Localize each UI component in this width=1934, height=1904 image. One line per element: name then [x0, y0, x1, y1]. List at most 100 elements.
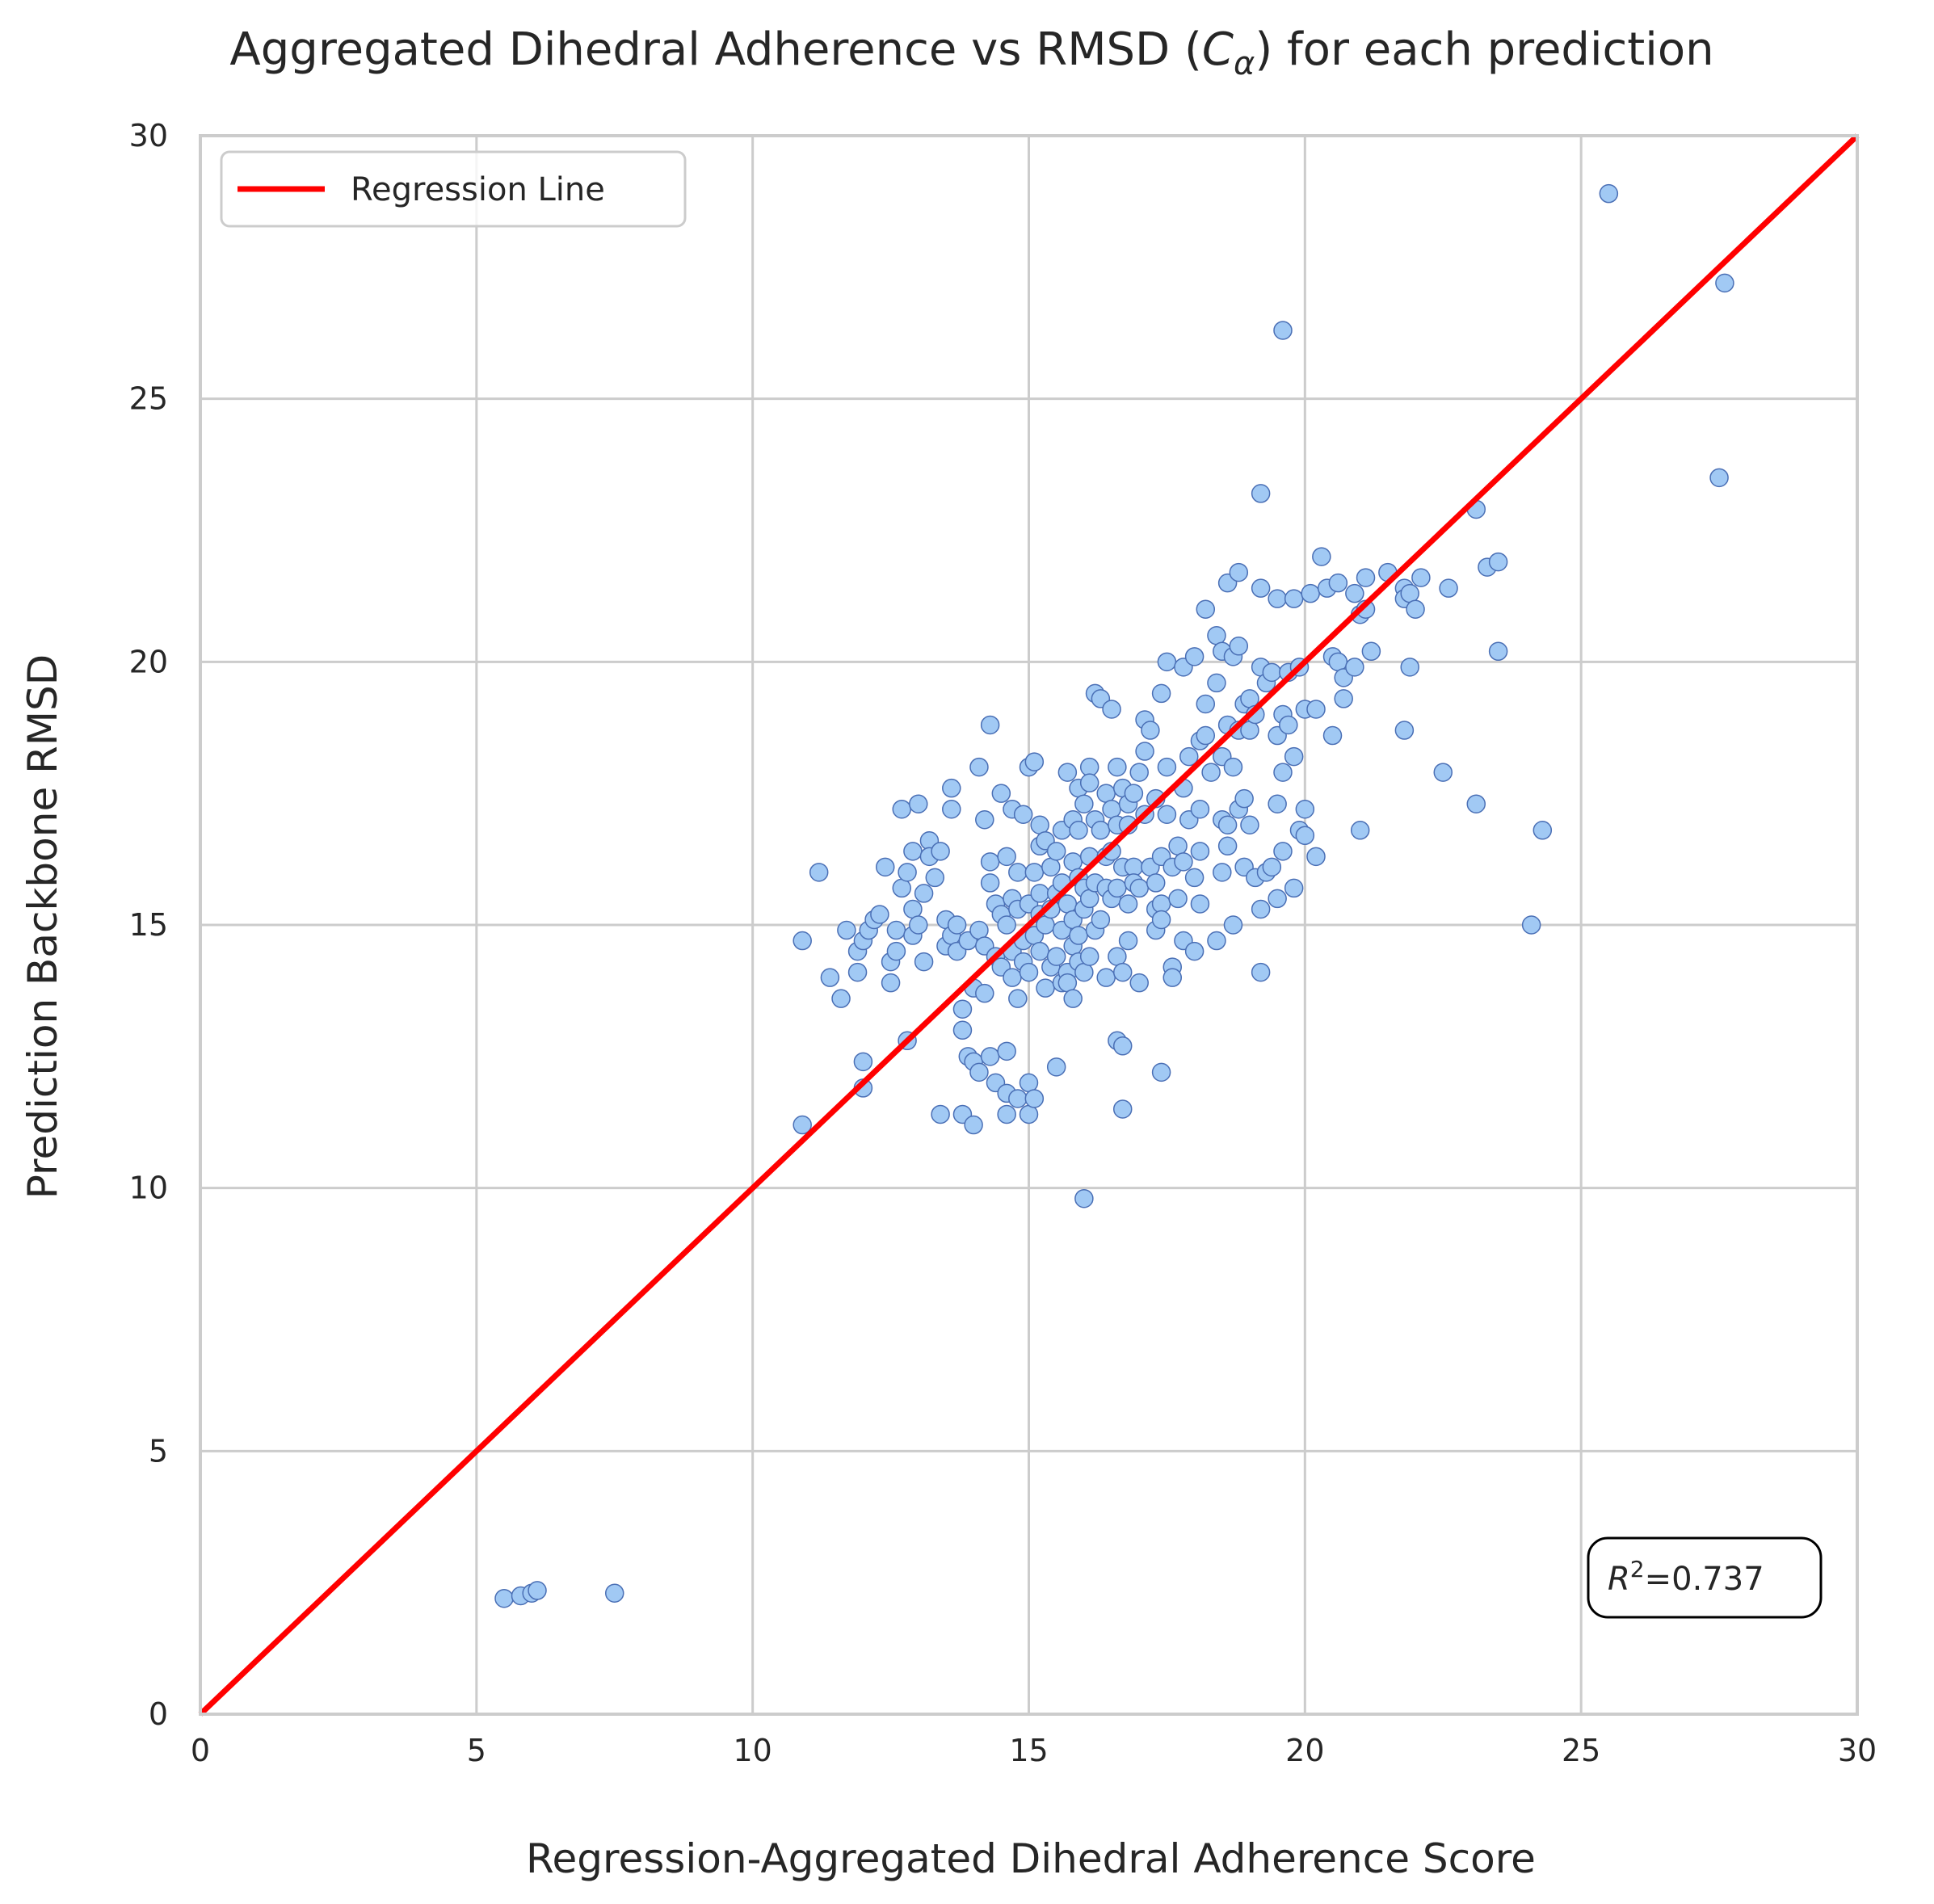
scatter-point	[1151, 683, 1171, 704]
scatter-point	[1400, 583, 1419, 603]
scatter-point	[969, 1062, 989, 1082]
legend: Regression Line	[220, 150, 687, 228]
scatter-point	[1036, 978, 1055, 998]
scatter-point	[820, 968, 840, 987]
scatter-point	[1129, 973, 1149, 993]
scatter-point	[1521, 915, 1541, 935]
scatter-point	[1003, 968, 1022, 987]
chart-title: Aggregated Dihedral Adherence vs RMSD (C…	[229, 23, 1713, 82]
scatter-point	[1268, 794, 1287, 813]
y-tick-label: 0	[149, 1696, 168, 1732]
scatter-point	[1024, 1089, 1045, 1108]
scatter-point	[1196, 694, 1216, 714]
scatter-point	[1306, 847, 1326, 867]
scatter-point	[1251, 578, 1271, 598]
tick-labels: 0 5 10 15 20 25 30 0 5 10 15 20 25 30	[129, 118, 1877, 1768]
scatter-point	[1466, 794, 1486, 813]
scatter-point	[1157, 805, 1177, 824]
y-tick-label: 30	[129, 118, 168, 153]
y-tick-label: 5	[149, 1433, 168, 1469]
scatter-point	[1284, 746, 1304, 767]
x-tick-label: 15	[1009, 1733, 1048, 1768]
scatter-point	[1063, 852, 1083, 872]
scatter-point	[1295, 826, 1315, 846]
scatter-point	[1112, 1036, 1133, 1056]
scatter-point	[1709, 468, 1729, 488]
scatter-point	[1013, 805, 1033, 824]
scatter-point	[980, 1047, 1000, 1066]
scatter-point	[1207, 673, 1226, 693]
scatter-point	[1074, 794, 1094, 813]
scatter-point	[1079, 757, 1099, 777]
r-squared-box	[1587, 1536, 1823, 1619]
y-tick-label: 10	[129, 1171, 168, 1206]
scatter-point	[892, 799, 912, 819]
scatter-point	[1350, 821, 1370, 840]
chart-title-math: C	[1202, 23, 1234, 76]
scatter-point	[1217, 836, 1238, 856]
scatter-point	[1118, 931, 1138, 951]
scatter-point	[853, 1052, 873, 1072]
scatter-point	[1207, 931, 1226, 951]
scatter-point	[1361, 641, 1381, 662]
scatter-point	[997, 1104, 1016, 1124]
scatter-point	[980, 715, 1000, 735]
scatter-point	[1262, 857, 1282, 877]
scatter-point	[1439, 578, 1458, 598]
scatter-point	[1063, 989, 1083, 1008]
scatter-point	[1151, 910, 1171, 930]
scatter-point	[1328, 652, 1348, 672]
scatter-point	[1240, 815, 1259, 834]
scatter-point	[1284, 589, 1304, 608]
scatter-point	[1184, 647, 1205, 666]
scatter-point	[1069, 821, 1088, 840]
scatter-point	[1356, 568, 1376, 587]
scatter-point	[952, 1020, 973, 1040]
scatter-point	[1251, 899, 1271, 919]
scatter-point	[1532, 821, 1553, 840]
scatter-point	[1251, 962, 1271, 982]
scatter-point	[1268, 889, 1287, 909]
scatter-point	[1129, 763, 1149, 782]
scatter-point	[969, 920, 989, 940]
scatter-point	[881, 973, 901, 993]
x-tick-label: 20	[1285, 1733, 1324, 1768]
scatter-point	[1046, 947, 1066, 966]
scatter-point	[1108, 947, 1127, 966]
scatter-point	[494, 1588, 514, 1608]
scatter-point	[942, 799, 961, 819]
scatter-points	[494, 183, 1734, 1608]
scatter-point	[914, 952, 934, 972]
chart-title-end: ) for each prediction	[1255, 23, 1713, 76]
scatter-point	[1295, 799, 1315, 819]
x-axis-label: Regression-Aggregated Dihedral Adherence…	[526, 1835, 1536, 1882]
scatter-point	[1151, 1062, 1171, 1082]
scatter-point	[947, 915, 967, 935]
scatter-point	[1079, 947, 1099, 966]
scatter-point	[1411, 568, 1431, 587]
scatter-point	[1135, 742, 1154, 761]
scatter-point	[1345, 658, 1364, 677]
scatter-point	[809, 863, 829, 882]
scatter-point	[1273, 842, 1293, 861]
scatter-point	[980, 873, 1000, 893]
scatter-point	[975, 809, 994, 830]
scatter-point	[1112, 1099, 1133, 1119]
scatter-point	[1334, 689, 1353, 708]
scatter-point	[1102, 700, 1121, 719]
scatter-point	[1041, 857, 1061, 877]
scatter-point	[1112, 962, 1133, 982]
scatter-point	[1201, 763, 1221, 782]
scatter-point	[975, 983, 994, 1003]
scatter-point	[909, 915, 928, 935]
scatter-point	[1223, 757, 1243, 777]
scatter-point	[1284, 878, 1304, 898]
scatter-point	[870, 905, 889, 924]
scatter-point	[1151, 894, 1171, 914]
scatter-point	[1268, 589, 1287, 608]
scatter-point	[903, 842, 923, 861]
scatter-point	[1074, 962, 1094, 982]
scatter-point	[1184, 868, 1205, 888]
